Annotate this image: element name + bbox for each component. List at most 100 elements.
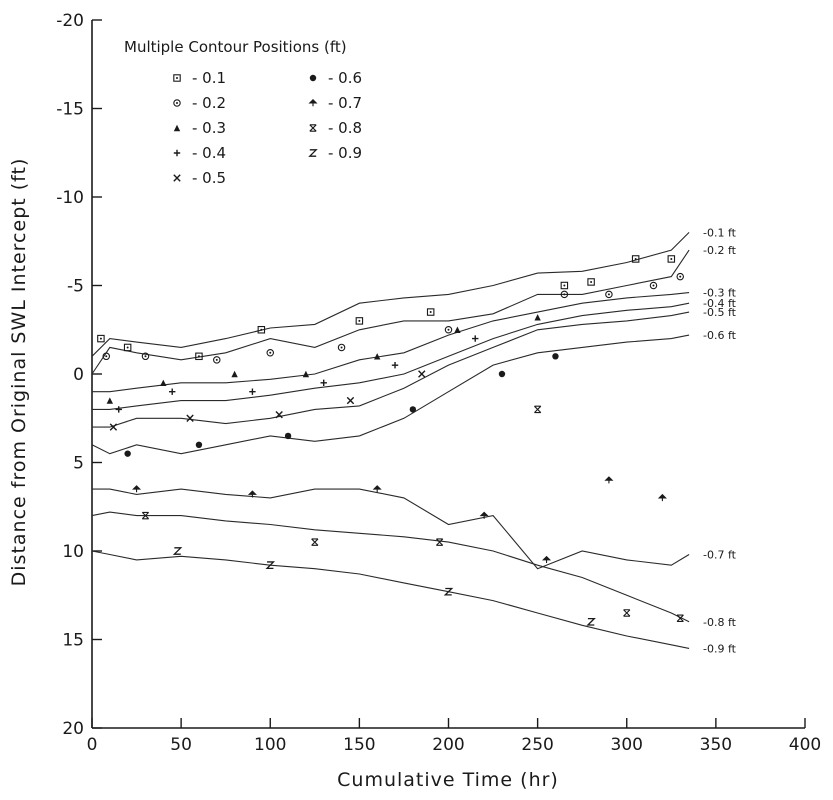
data-point xyxy=(320,379,327,387)
data-point xyxy=(106,397,114,404)
data-point xyxy=(346,396,355,405)
x-tick-label: 50 xyxy=(170,735,192,755)
data-point xyxy=(479,511,489,519)
data-point xyxy=(213,356,221,364)
data-point xyxy=(623,609,631,617)
y-tick-label: -20 xyxy=(56,11,84,31)
data-point xyxy=(311,538,319,546)
series-line-9 xyxy=(91,550,690,649)
legend-label: - 0.2 xyxy=(192,94,226,112)
data-point xyxy=(552,353,559,360)
series-end-label: -0.5 ft xyxy=(703,306,737,319)
legend-item: - 0.9 xyxy=(308,144,362,162)
legend-item: - 0.1 xyxy=(173,69,226,87)
series-end-label: -0.2 ft xyxy=(703,244,737,257)
data-point xyxy=(454,326,461,333)
data-point xyxy=(676,272,684,281)
data-point xyxy=(498,370,506,378)
data-point xyxy=(160,379,167,387)
data-point xyxy=(649,281,658,290)
series-end-label: -0.3 ft xyxy=(703,287,737,300)
legend: Multiple Contour Positions (ft) - 0.1 - 0.… xyxy=(124,38,362,187)
series-line-2 xyxy=(91,249,690,375)
series-end-label: -0.7 ft xyxy=(703,549,737,562)
data-point xyxy=(186,414,194,422)
legend-label: - 0.4 xyxy=(192,144,226,162)
data-point xyxy=(309,74,317,82)
legend-label: - 0.3 xyxy=(192,119,226,137)
data-point xyxy=(257,325,266,334)
data-point xyxy=(249,388,256,395)
data-point xyxy=(337,343,346,352)
data-point xyxy=(560,281,569,290)
x-tick-label: 400 xyxy=(789,735,821,755)
series-line-8 xyxy=(91,511,690,623)
data-point xyxy=(173,99,181,107)
y-axis-title: Distance from Original SWL Intercept (ft… xyxy=(8,158,30,587)
y-tick-label: -10 xyxy=(56,188,84,208)
x-axis-title: Cumulative Time (hr) xyxy=(337,769,559,791)
series-end-label: -0.1 ft xyxy=(703,226,737,239)
data-point xyxy=(173,74,181,82)
data-point xyxy=(667,255,676,263)
data-point xyxy=(173,149,181,157)
legend-item: - 0.3 xyxy=(173,119,226,137)
data-point xyxy=(195,441,203,448)
data-point xyxy=(265,561,276,570)
legend-label: - 0.6 xyxy=(328,69,362,87)
data-point xyxy=(542,555,552,564)
x-tick-label: 300 xyxy=(611,735,643,755)
data-point xyxy=(169,388,176,395)
legend-item: - 0.6 xyxy=(309,69,362,87)
x-tick-label: 250 xyxy=(521,735,553,755)
data-point xyxy=(195,352,203,361)
data-point xyxy=(308,149,318,157)
y-tick-label: 15 xyxy=(62,631,84,651)
data-point xyxy=(141,511,150,520)
data-point xyxy=(374,353,381,360)
data-point xyxy=(534,405,542,414)
data-point xyxy=(115,406,122,413)
x-tick-label: 200 xyxy=(432,735,464,755)
data-point xyxy=(435,538,444,546)
data-point xyxy=(534,314,541,321)
series-end-labels: -0.1 ft -0.2 ft -0.3 ft-0.4 ft-0.5 ft -0.6 … xyxy=(703,226,737,655)
data-point xyxy=(631,255,640,263)
legend-label: - 0.9 xyxy=(328,144,362,162)
data-point xyxy=(124,450,131,457)
data-point xyxy=(676,614,684,623)
data-point xyxy=(302,370,310,378)
legend-label: - 0.5 xyxy=(192,169,226,187)
data-point xyxy=(426,308,435,316)
data-point xyxy=(247,490,257,498)
data-point xyxy=(418,370,426,378)
data-point xyxy=(123,343,132,352)
data-point xyxy=(472,335,479,342)
data-point xyxy=(657,493,667,502)
series-line-1 xyxy=(91,232,690,357)
data-point xyxy=(391,361,399,369)
x-tick-label: 100 xyxy=(254,735,286,755)
scatter-marks xyxy=(97,255,684,626)
data-point xyxy=(97,334,105,343)
data-point xyxy=(132,485,142,493)
data-point xyxy=(102,352,111,361)
x-tick-label: 150 xyxy=(343,735,375,755)
legend-label: - 0.7 xyxy=(328,94,362,112)
series-line-5 xyxy=(92,311,690,428)
legend-item: - 0.5 xyxy=(173,169,226,187)
series-line-6 xyxy=(91,334,690,455)
data-point xyxy=(266,349,274,357)
data-point xyxy=(309,124,317,132)
legend-item: - 0.4 xyxy=(173,144,226,162)
series-line-7 xyxy=(92,488,690,570)
y-tick-label: 5 xyxy=(73,454,84,474)
series-end-label: -0.8 ft xyxy=(703,616,737,629)
series-line-3 xyxy=(92,292,690,393)
y-tick-label: -15 xyxy=(56,100,84,120)
data-point xyxy=(605,290,613,299)
x-tick-label: 0 xyxy=(87,735,98,755)
data-point xyxy=(173,174,181,182)
